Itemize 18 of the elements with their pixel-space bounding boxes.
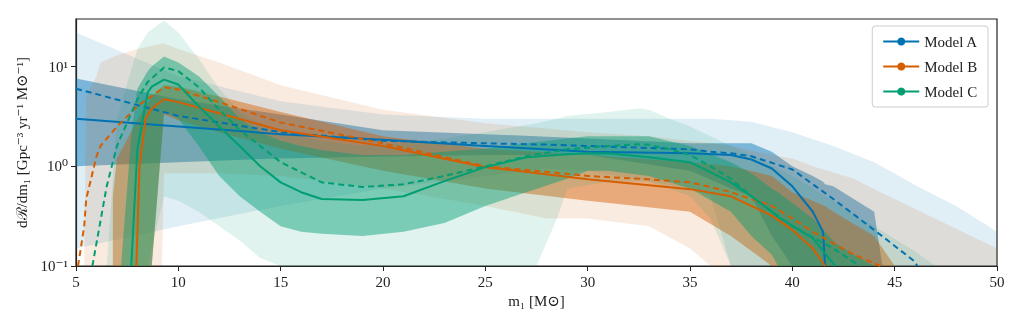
x-tick-label: 10 — [170, 273, 186, 290]
y-tick-label: 10¹ — [48, 58, 68, 75]
x-tick-label: 50 — [989, 273, 1005, 290]
y-axis-title: dℛ/dm₁ [Gpc⁻³ yr⁻¹ M⊙⁻¹] — [14, 57, 31, 228]
x-tick-label: 40 — [784, 273, 800, 290]
x-tick-label: 25 — [477, 273, 493, 290]
x-tick-label: 15 — [273, 273, 289, 290]
x-axis-title: m₁ [M⊙] — [508, 293, 565, 310]
x-tick-label: 35 — [682, 273, 698, 290]
legend-label: Model A — [924, 33, 978, 50]
y-tick-label: 10⁰ — [46, 158, 68, 175]
x-tick-label: 20 — [375, 273, 391, 290]
legend-label: Model C — [924, 83, 978, 100]
x-tick-label: 45 — [887, 273, 903, 290]
y-tick-label: 10⁻¹ — [40, 258, 68, 274]
legend-label: Model B — [924, 58, 978, 75]
x-tick-label: 30 — [580, 273, 596, 290]
x-tick-label: 5 — [72, 273, 80, 290]
